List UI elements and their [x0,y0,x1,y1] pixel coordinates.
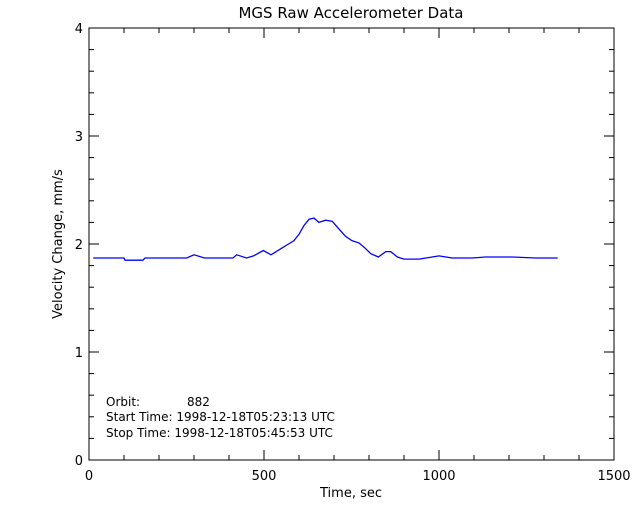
y-tick-label: 1 [75,346,83,361]
y-tick-labels: 0 1 2 3 4 [75,22,83,469]
x-tick-label: 1500 [597,469,630,484]
x-tick-label: 1000 [422,469,455,484]
data-series-line [93,217,558,261]
axis-ticks [88,27,615,461]
y-tick-label: 2 [75,238,83,253]
x-tick-label: 500 [252,469,277,484]
orbit-label: Orbit: [106,395,140,409]
x-tick-label: 0 [85,469,93,484]
chart-title: MGS Raw Accelerometer Data [238,4,463,22]
x-tick-labels: 0 500 1000 1500 [85,469,631,484]
plot-frame [88,27,615,461]
x-axis-label: Time, sec [319,486,382,501]
y-tick-label: 3 [75,130,83,145]
start-time: Start Time: 1998-12-18T05:23:13 UTC [106,410,335,424]
y-tick-label: 0 [75,454,83,469]
y-tick-label: 4 [75,22,83,37]
stop-time: Stop Time: 1998-12-18T05:45:53 UTC [106,426,333,440]
orbit-value: 882 [187,395,210,409]
y-axis-label: Velocity Change, mm/s [51,169,66,319]
